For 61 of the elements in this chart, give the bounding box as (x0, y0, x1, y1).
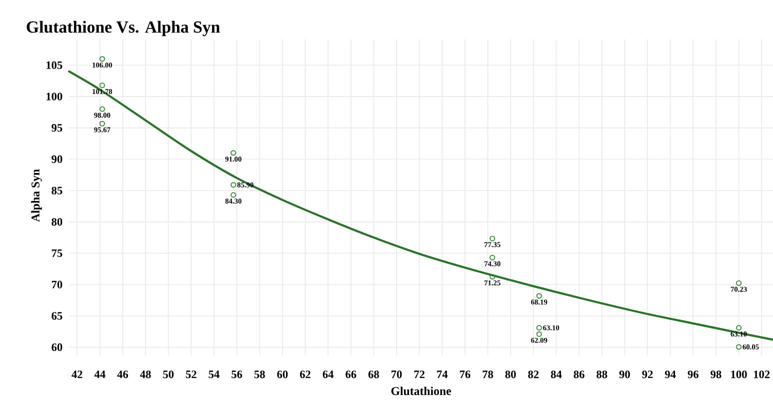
x-tick-label: 84 (550, 370, 562, 378)
x-tick-label: 48 (140, 370, 151, 378)
x-tick-label: 64 (322, 370, 334, 378)
x-tick-label: 100 (731, 370, 747, 378)
y-tick-label: 100 (46, 92, 62, 100)
x-tick-label: 92 (642, 370, 653, 378)
point (230, 150, 236, 156)
x-tick-label: 98 (710, 370, 722, 378)
x-axis-title: Glutathione (391, 386, 452, 396)
x-tick-label: 54 (208, 370, 220, 378)
x-tick-label: 52 (186, 370, 196, 378)
chart-title: Glutathione Vs. Alpha Syn (26, 20, 220, 36)
x-tick-label: 76 (460, 370, 470, 378)
point (490, 236, 496, 242)
point (736, 325, 742, 331)
x-tick-label: 66 (346, 370, 356, 378)
x-tick-label: 82 (528, 370, 539, 378)
x-tick-label: 70 (392, 370, 402, 378)
point (536, 293, 542, 299)
y-tick-label: 85 (52, 186, 62, 194)
point (230, 192, 236, 198)
point (99, 82, 105, 88)
x-tick-label: 72 (414, 370, 425, 378)
point (99, 106, 105, 112)
point (230, 182, 236, 188)
point (490, 274, 496, 280)
point (736, 344, 742, 350)
x-tick-label: 96 (688, 370, 698, 378)
x-tick-label: 88 (596, 370, 608, 378)
y-tick-label: 60 (52, 344, 62, 352)
x-tick-label: 58 (254, 370, 265, 378)
y-tick-label: 65 (52, 312, 62, 320)
x-tick-label: 90 (619, 370, 630, 378)
y-tick-label: 75 (52, 250, 62, 258)
point (490, 254, 496, 260)
x-tick-label: 50 (163, 370, 174, 378)
x-tick-label: 94 (664, 370, 676, 378)
line-series (68, 70, 773, 341)
x-tick-label: 86 (574, 370, 584, 378)
point (99, 56, 105, 62)
x-tick-label: 102 (754, 370, 770, 378)
x-tick-label: 68 (368, 370, 379, 378)
x-tick-label: 80 (505, 370, 516, 378)
x-tick-label: 44 (94, 370, 106, 378)
x-tick-label: 60 (277, 370, 288, 378)
y-tick-label: 90 (52, 155, 62, 164)
x-tick-label: 74 (437, 370, 448, 378)
x-tick-label: 56 (232, 370, 242, 378)
point (736, 280, 742, 286)
x-tick-label: 46 (117, 370, 128, 378)
y-tick-label: 80 (52, 218, 62, 226)
x-tick-label: 78 (482, 370, 494, 378)
point (99, 120, 105, 127)
point (536, 331, 542, 338)
x-tick-label: 42 (72, 370, 82, 378)
y-tick-label: 95 (52, 124, 62, 132)
y-tick-label: 70 (52, 280, 62, 288)
y-axis-title: Alpha Syn (31, 169, 42, 222)
x-tick-label: 62 (300, 370, 310, 378)
point (536, 325, 542, 331)
y-tick-label: 105 (46, 61, 62, 70)
